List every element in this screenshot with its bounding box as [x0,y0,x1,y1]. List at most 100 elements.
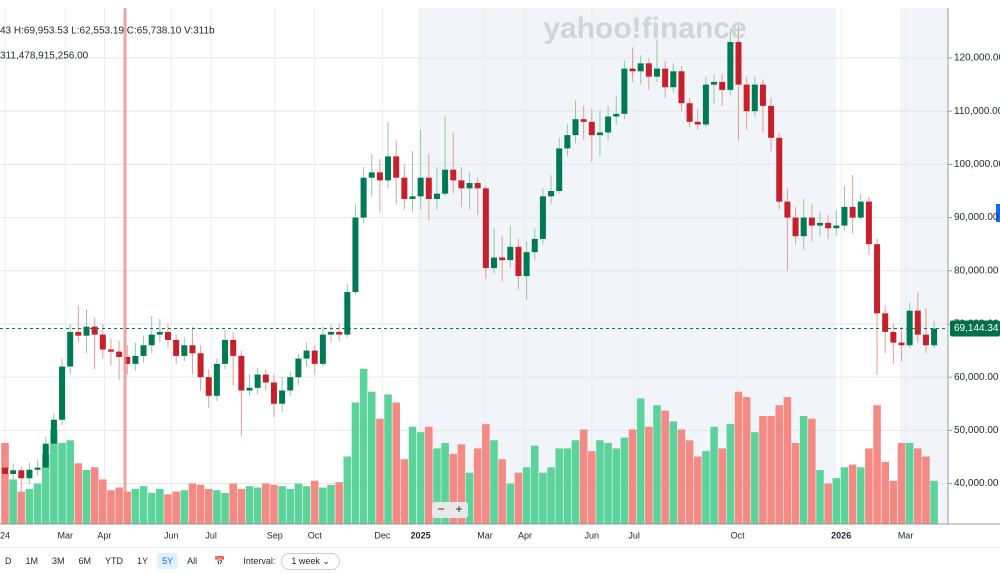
volume-bar [775,405,784,524]
y-tick-label: 120,000.00 [954,53,1000,64]
volume-bar [237,488,246,524]
candle-body [213,363,220,396]
candle-body [173,339,180,356]
candle-body [295,358,302,378]
volume-bar [99,479,107,524]
candle-body [694,121,701,125]
candle-body [205,377,212,396]
y-tick-label: 90,000.00 [954,212,999,223]
candle-body [458,180,465,189]
candle-body [42,443,49,468]
range-button[interactable]: 1Y [137,556,149,566]
candle-body [776,137,783,202]
volume-bar [865,448,873,524]
candle-body [344,292,351,335]
candle-body [409,196,416,199]
volume-bar [319,487,327,524]
candle-body [564,135,571,149]
range-button[interactable]: 3M [52,556,65,566]
volume-bar [82,470,91,524]
volume-bar [832,478,841,524]
candle-body [515,246,522,277]
volume-bar [596,440,604,524]
volume-bar [270,484,278,524]
candle-body [678,71,685,104]
zoom-box[interactable] [432,502,468,518]
candle-body [727,42,734,90]
volume-bar [107,490,115,524]
volume-bar [840,467,849,524]
volume-bar [457,444,466,524]
watermark: yahoo!finance [543,12,746,45]
candle-body [735,42,742,85]
candle-body [654,68,660,77]
candle-body [238,355,245,391]
candle-body [800,217,807,237]
candle-body [743,84,750,112]
candle-body [588,121,595,136]
volume-bar [17,491,26,524]
range-button[interactable]: 6M [78,556,92,566]
interval-select[interactable]: 1 week ⌄ [281,552,340,570]
volume-bar [889,480,898,524]
volume-bar [685,440,694,524]
volume-bar [343,456,352,524]
volume-bar [139,486,148,524]
volume-bar [783,397,792,524]
candle-body [914,310,921,335]
candle-body [751,84,758,112]
volume-bar [327,484,335,524]
candle-body [83,326,90,336]
candle-body [711,81,718,85]
volume-bar [848,464,857,524]
last-price-tag [950,320,1000,337]
range-button[interactable]: All [187,556,198,566]
candle-body [784,201,791,218]
x-tick-label: Mar [477,530,493,540]
volume-bar [473,448,482,524]
zoom-in[interactable]: + [455,502,462,516]
calendar-icon[interactable]: 📅 [214,555,226,566]
candle-body [368,172,375,178]
x-tick-label: 24 [0,530,10,540]
candle-body [303,350,310,359]
volume-bar [90,467,99,524]
volume-bar [416,432,425,524]
range-button[interactable]: 5Y [157,553,179,569]
candle-body [442,169,449,194]
volume-bar [636,398,645,524]
volume-bar [742,397,751,524]
volume-bar [751,432,759,524]
volume-header: 311,478,915,256.00 [0,51,89,62]
volume-bar [914,448,922,524]
x-tick-label: Sep [267,530,283,540]
candle-body [605,116,612,133]
candle-body [865,201,872,245]
volume-bar [897,443,906,524]
range-button[interactable]: YTD [105,556,124,566]
volume-bar [449,453,458,524]
candle-body [417,177,424,197]
candle-body [898,342,905,346]
candle-body [401,177,408,199]
candle-body [140,345,147,356]
candle-body [328,331,334,335]
volume-bar [335,482,343,524]
y-tick-label: 100,000.00 [954,159,1000,170]
candle-body [246,387,253,391]
candle-body [874,244,881,314]
range-button[interactable]: D [5,556,12,566]
volume-bar [376,418,384,524]
range-button[interactable]: 1M [25,556,39,566]
last-price-label: 69,144.34 [954,323,999,334]
candle-body [906,310,913,346]
candle-body [75,331,82,336]
volume-bar [677,429,686,524]
zoom-out[interactable]: − [437,502,444,516]
volume-bar [718,448,726,524]
volume-bar [302,486,311,524]
volume-bar [74,463,83,524]
volume-bar [392,402,400,524]
candle-body [67,331,74,367]
y-tick-label: 80,000.00 [954,265,999,276]
